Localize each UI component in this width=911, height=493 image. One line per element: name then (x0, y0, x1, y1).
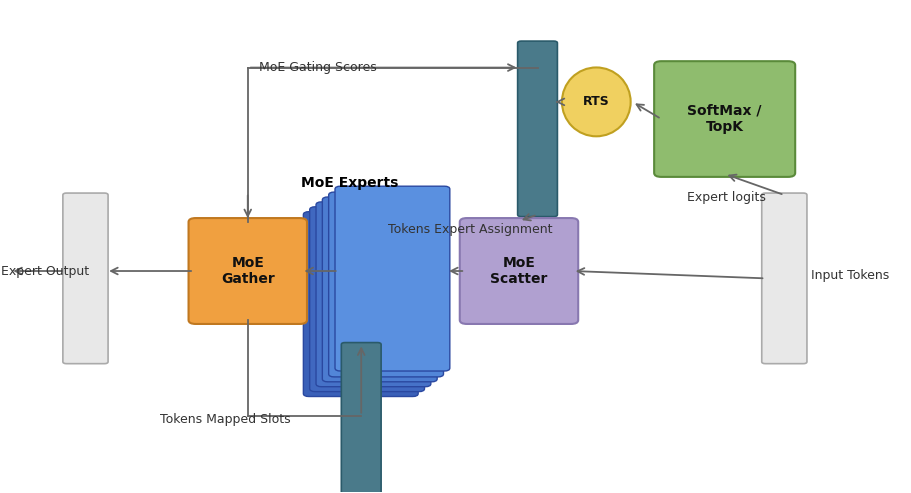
Ellipse shape (562, 68, 630, 136)
Text: RTS: RTS (583, 95, 609, 108)
FancyBboxPatch shape (310, 207, 425, 391)
FancyBboxPatch shape (654, 61, 795, 177)
FancyBboxPatch shape (517, 41, 558, 216)
FancyBboxPatch shape (762, 193, 807, 364)
FancyBboxPatch shape (335, 186, 450, 371)
Text: Tokens Expert Assignment: Tokens Expert Assignment (388, 223, 553, 236)
Text: Tokens Mapped Slots: Tokens Mapped Slots (159, 413, 291, 425)
Text: Expert Output: Expert Output (2, 266, 89, 279)
Text: Expert logits: Expert logits (687, 191, 765, 204)
Text: MoE
Gather: MoE Gather (220, 256, 274, 286)
FancyBboxPatch shape (189, 218, 307, 324)
Text: MoE Gating Scores: MoE Gating Scores (259, 61, 377, 74)
Text: MoE
Scatter: MoE Scatter (490, 256, 548, 286)
Text: Input Tokens: Input Tokens (811, 269, 889, 282)
Text: MoE Experts: MoE Experts (301, 176, 398, 190)
FancyBboxPatch shape (316, 202, 431, 387)
FancyBboxPatch shape (303, 211, 418, 396)
FancyBboxPatch shape (329, 192, 444, 377)
FancyBboxPatch shape (342, 343, 381, 493)
FancyBboxPatch shape (63, 193, 108, 364)
FancyBboxPatch shape (460, 218, 578, 324)
FancyBboxPatch shape (322, 197, 437, 382)
Text: SoftMax /
TopK: SoftMax / TopK (688, 104, 762, 134)
